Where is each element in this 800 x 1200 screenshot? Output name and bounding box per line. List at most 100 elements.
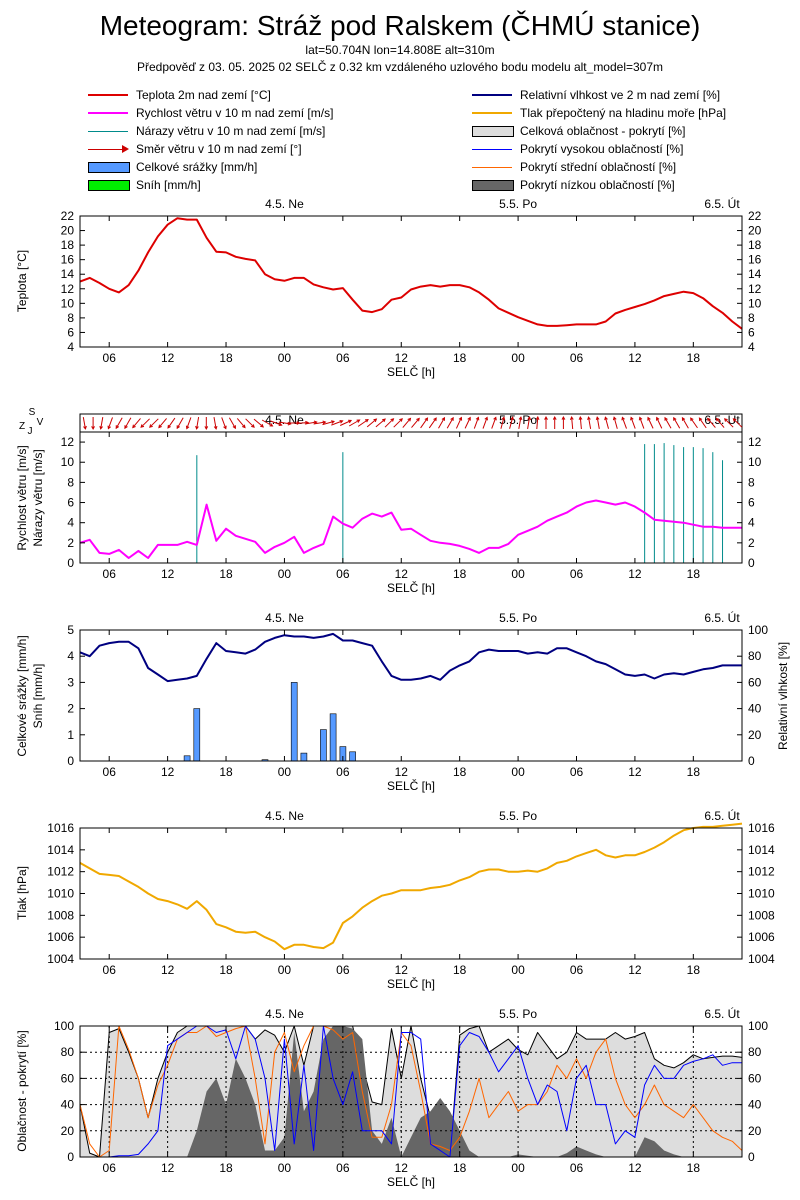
pressure-ytick-r-label-6: 1016 [748, 821, 775, 835]
wind-arrow-5 [124, 417, 132, 429]
wind-arrow-74 [724, 418, 734, 428]
wind-arrowhead-36 [399, 418, 403, 422]
wind-arrowhead-73 [715, 417, 720, 422]
wind-arrowhead-33 [373, 418, 378, 423]
pressure-ytick-label-1: 1006 [47, 930, 74, 944]
wind-arrowhead-9 [158, 424, 162, 429]
wind-arrow-45 [473, 417, 479, 429]
wind-arrowhead-66 [656, 416, 660, 421]
clouds-xtick-label-3: 00 [278, 1161, 292, 1175]
legend-label-left-4: Celkové srážky [mm/h] [136, 160, 258, 174]
wind-arrow-32 [357, 419, 369, 427]
compass-label-s: S [29, 407, 36, 418]
pressure-xtick-label-2: 18 [219, 963, 233, 977]
wind-arrow-59 [596, 417, 600, 429]
wind-arrowhead-37 [407, 417, 412, 422]
temp-xtick-label-8: 06 [570, 351, 584, 365]
clouds-frame [79, 1025, 743, 1158]
wind-arrowhead-7 [140, 424, 145, 428]
wind-ylabel: Rychlost větru [m/s] [15, 445, 29, 550]
pressure-day-label-0: 4.5. Ne [265, 809, 304, 823]
legend-label-left-5: Sníh [mm/h] [136, 178, 201, 192]
wind-arrowhead-70 [690, 417, 694, 422]
wind-arrowhead-1 [91, 426, 95, 431]
precip-xtick-label-7: 00 [511, 765, 525, 779]
pressure-xlabel: SELČ [h] [387, 976, 435, 991]
wind-arrowhead-10 [167, 424, 171, 429]
wind-speed-line [79, 499, 742, 559]
clouds-xtick-label-2: 18 [219, 1161, 233, 1175]
pressure-ytick-r-label-1: 1006 [748, 930, 775, 944]
temp-day-label-0: 4.5. Ne [265, 197, 304, 211]
wind-arrow-20 [253, 418, 264, 428]
wind-arrow-34 [375, 418, 386, 428]
legend-label-right-1: Tlak přepočtený na hladinu moře [hPa] [520, 106, 727, 120]
legend-swatch-right-0 [472, 94, 512, 96]
pressure-ytick-r-label-2: 1008 [748, 908, 775, 922]
wind-ytick-label-5: 10 [61, 455, 75, 469]
precip-xtick-label-3: 00 [278, 765, 292, 779]
precip-ytick-label-5: 5 [67, 623, 74, 637]
temp-ytick-label-8: 20 [61, 224, 75, 238]
legend: Teplota 2m nad zemí [°C] Rychlost větru v… [0, 0, 800, 200]
wind-ytick-r-label-5: 10 [748, 455, 762, 469]
clouds-ytick-label-3: 60 [61, 1071, 75, 1085]
wind-ytick-r-label-1: 2 [748, 536, 755, 550]
temp-ytick-r-label-2: 8 [748, 311, 755, 325]
wind-arrowhead-13 [195, 425, 199, 430]
pressure-xtick-label-9: 12 [628, 963, 642, 977]
precip-xtick-label-8: 06 [570, 765, 584, 779]
legend-label-left-3: Směr větru v 10 m nad zemí [°] [136, 142, 302, 156]
wind-arrow-16 [221, 417, 227, 429]
wind-arrowhead-12 [185, 425, 190, 430]
precip-bar-0 [183, 755, 191, 762]
temp-xtick-label-2: 18 [219, 351, 233, 365]
wind-arrowhead-46 [484, 416, 488, 421]
wind-xtick-label-0: 06 [103, 567, 117, 581]
wind-arrow-10 [167, 417, 176, 429]
wind-arrow-39 [420, 417, 428, 429]
wind-arrow-36 [393, 418, 403, 428]
wind-arrowhead-8 [149, 424, 153, 428]
wind-arrow-38 [411, 418, 420, 428]
wind-day-label-2: 6.5. Út [704, 412, 740, 427]
wind-arrowhead-21 [269, 423, 274, 427]
wind-ytick-label-6: 12 [61, 435, 75, 449]
wind-arrow-57 [579, 416, 582, 430]
wind-ytick-r-label-0: 0 [748, 556, 755, 570]
temp-day-label-2: 6.5. Út [704, 196, 740, 211]
clouds-ytick-r-label-0: 0 [748, 1150, 755, 1164]
legend-swatch-right-5 [472, 180, 514, 191]
precip-xtick-label-5: 12 [395, 765, 409, 779]
wind-arrowhead-59 [595, 416, 600, 421]
wind-xtick-label-5: 12 [395, 567, 409, 581]
wind-xtick-label-2: 18 [219, 567, 233, 581]
pressure-day-label-1: 5.5. Po [499, 809, 537, 823]
wind-arrowhead-26 [313, 420, 318, 425]
wind-arrow-60 [604, 417, 609, 429]
wind-arrowhead-34 [382, 418, 386, 423]
temp-ytick-r-label-0: 4 [748, 340, 755, 354]
wind-arrowhead-30 [348, 419, 353, 424]
clouds-ytick-label-0: 0 [67, 1150, 74, 1164]
temp-ytick-r-label-8: 20 [748, 224, 762, 238]
pressure-ytick-label-0: 1004 [47, 952, 74, 966]
wind-arrowhead-62 [621, 416, 625, 421]
temp-ylabel: Teplota [°C] [15, 250, 29, 312]
legend-label-right-2: Celková oblačnost - pokrytí [%] [520, 124, 686, 138]
legend-label-right-5: Pokrytí nízkou oblačností [%] [520, 178, 675, 192]
temp-xlabel: SELČ [h] [387, 364, 435, 379]
wind-arrow-58 [588, 417, 592, 429]
temp-day-label-1: 5.5. Po [499, 197, 537, 211]
clouds-ytick-label-5: 100 [54, 1019, 74, 1033]
temp-ytick-label-3: 10 [61, 296, 75, 310]
wind-arrowhead-20 [260, 423, 265, 428]
wind-arrow-11 [176, 417, 184, 429]
wind-arrowhead-65 [647, 416, 651, 421]
temp-ytick-r-label-4: 12 [748, 282, 762, 296]
wind-arrow-69 [681, 417, 689, 429]
precip-ytick-label-2: 2 [67, 702, 74, 716]
wind-arrow-40 [428, 417, 437, 429]
wind-arrowhead-53 [544, 415, 548, 420]
temp-frame [79, 215, 743, 348]
